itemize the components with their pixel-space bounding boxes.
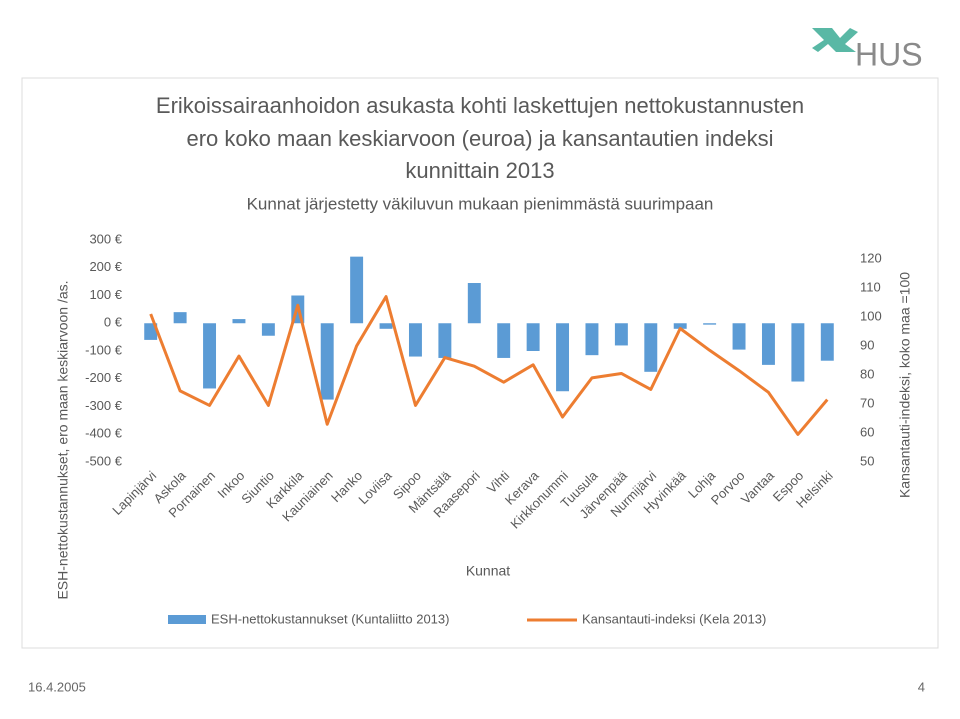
y2-tick-label: 110 bbox=[860, 279, 881, 294]
y2-tick-label: 60 bbox=[860, 424, 874, 439]
y-tick-label: -100 € bbox=[85, 342, 123, 357]
y-tick-label: 300 € bbox=[89, 231, 122, 246]
bar bbox=[232, 319, 246, 324]
y2-tick-label: 100 bbox=[860, 308, 882, 323]
y2-tick-label: 120 bbox=[860, 250, 882, 265]
chart-title: kunnittain 2013 bbox=[405, 158, 554, 183]
y-tick-label: 200 € bbox=[89, 259, 122, 274]
bar bbox=[408, 323, 422, 357]
bar bbox=[261, 323, 275, 336]
chart-subtitle: Kunnat järjestetty väkiluvun mukaan pien… bbox=[247, 194, 714, 213]
bar bbox=[703, 323, 717, 325]
bar bbox=[673, 323, 687, 329]
y-tick-label: 0 € bbox=[104, 315, 123, 330]
bar bbox=[467, 283, 481, 324]
bar bbox=[144, 323, 158, 340]
y2-tick-label: 80 bbox=[860, 366, 874, 381]
bar bbox=[497, 323, 511, 358]
bar bbox=[820, 323, 834, 361]
bar bbox=[350, 256, 364, 324]
y2-tick-label: 70 bbox=[860, 395, 874, 410]
y-tick-label: -300 € bbox=[85, 398, 123, 413]
logo-text: HUS bbox=[855, 36, 923, 72]
chart-title: Erikoissairaanhoidon asukasta kohti lask… bbox=[156, 93, 804, 118]
legend-label: ESH-nettokustannukset (Kuntaliitto 2013) bbox=[211, 611, 449, 626]
y-axis-label: ESH-nettokustannukset, ero maan keskiarv… bbox=[55, 280, 71, 599]
bar bbox=[526, 323, 540, 351]
bar bbox=[320, 323, 334, 400]
y2-tick-label: 50 bbox=[860, 453, 874, 468]
y2-axis-label: Kansantauti-indeksi, koko maa =100 bbox=[897, 272, 913, 498]
legend-swatch bbox=[168, 615, 206, 624]
chart-frame bbox=[21, 77, 939, 649]
bar bbox=[732, 323, 746, 350]
bar bbox=[173, 312, 187, 324]
page-number: 4 bbox=[918, 679, 925, 694]
legend-label: Kansantauti-indeksi (Kela 2013) bbox=[582, 611, 766, 626]
bar bbox=[644, 323, 658, 372]
line bbox=[149, 295, 829, 436]
y-tick-label: -400 € bbox=[85, 426, 123, 441]
bar bbox=[761, 323, 775, 365]
y2-tick-label: 90 bbox=[860, 337, 874, 352]
y-tick-label: 100 € bbox=[89, 287, 122, 302]
footer-date: 16.4.2005 bbox=[28, 679, 86, 694]
bar bbox=[556, 323, 570, 392]
bar bbox=[438, 323, 452, 358]
bar bbox=[791, 323, 805, 382]
logo-icon bbox=[812, 28, 858, 52]
bar bbox=[379, 323, 393, 329]
bar bbox=[203, 323, 217, 389]
bar bbox=[614, 323, 628, 346]
x-axis-label: Kunnat bbox=[466, 563, 510, 579]
chart-title: ero koko maan keskiarvoon (euroa) ja kan… bbox=[187, 126, 774, 151]
bar bbox=[585, 323, 599, 356]
y-tick-label: -500 € bbox=[85, 453, 123, 468]
y-tick-label: -200 € bbox=[85, 370, 123, 385]
